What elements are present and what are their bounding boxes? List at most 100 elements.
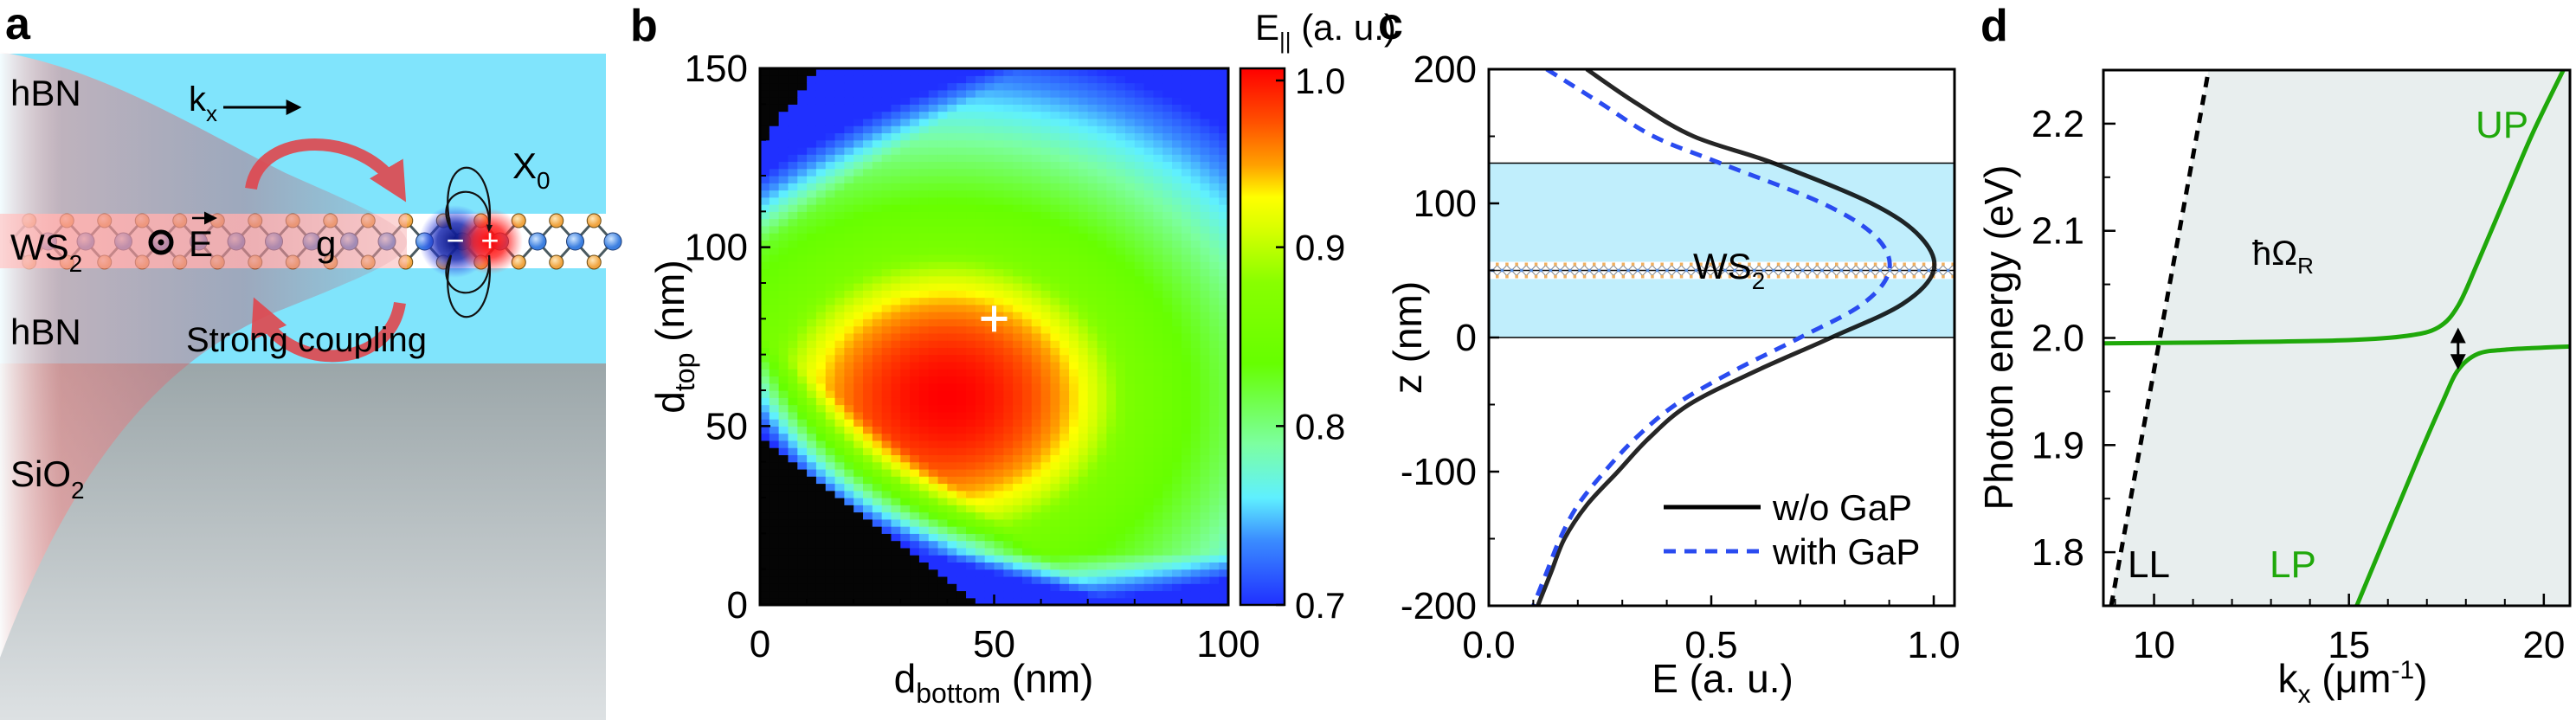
- heatmap-cell: [1200, 332, 1210, 341]
- heatmap-cell: [863, 347, 873, 356]
- heatmap-cell: [881, 118, 892, 126]
- heatmap-cell: [891, 468, 901, 477]
- heatmap-cell: [1069, 154, 1079, 163]
- heatmap-cell: [918, 218, 930, 227]
- heatmap-cell: [1078, 411, 1089, 420]
- heatmap-cell: [994, 369, 1004, 377]
- heatmap-cell: [1013, 225, 1023, 234]
- heatmap-cell: [760, 275, 770, 284]
- heatmap-cell: [1097, 318, 1107, 327]
- heatmap-cell: [825, 254, 836, 262]
- heatmap-cell: [1143, 312, 1155, 319]
- heatmap-cell: [807, 562, 817, 570]
- heatmap-cell: [1134, 218, 1145, 227]
- heatmap-cell: [760, 68, 770, 76]
- heatmap-cell: [788, 68, 798, 76]
- heatmap-cell: [807, 225, 817, 234]
- heatmap-cell: [1087, 218, 1098, 227]
- heatmap-cell: [769, 247, 780, 255]
- sulfur-atom: [1699, 275, 1703, 279]
- heatmap-cell: [760, 483, 770, 492]
- heatmap-cell: [1059, 397, 1070, 406]
- heatmap-cell: [900, 562, 911, 570]
- heatmap-cell: [1069, 146, 1079, 155]
- heatmap-cell: [1106, 111, 1117, 119]
- tungsten-atom: [1733, 268, 1736, 273]
- heatmap-cell: [825, 526, 836, 534]
- heatmap-cell: [788, 211, 798, 220]
- heatmap-cell: [825, 397, 836, 406]
- heatmap-cell: [807, 447, 817, 455]
- tungsten-atom: [1917, 268, 1921, 273]
- heatmap-cell: [1097, 354, 1107, 363]
- heatmap-cell: [844, 247, 854, 255]
- heatmap-cell: [1143, 590, 1155, 599]
- heatmap-cell: [1181, 312, 1192, 319]
- heatmap-cell: [1021, 461, 1033, 470]
- heatmap-cell: [881, 454, 892, 463]
- heatmap-cell: [984, 247, 995, 255]
- heatmap-cell: [956, 190, 967, 198]
- heatmap-cell: [1040, 569, 1052, 577]
- heatmap-cell: [1143, 575, 1155, 584]
- heatmap-cell: [807, 340, 817, 348]
- heatmap-cell: [778, 347, 789, 356]
- heatmap-cell: [1181, 89, 1192, 98]
- heatmap-cell: [1200, 397, 1210, 406]
- heatmap-cell: [1181, 240, 1192, 248]
- heatmap-cell: [947, 176, 957, 183]
- heatmap-cell: [1003, 419, 1014, 427]
- heatmap-cell: [1013, 476, 1023, 485]
- heatmap-cell: [760, 376, 770, 384]
- heatmap-cell: [1106, 75, 1117, 84]
- heatmap-cell: [1097, 404, 1107, 413]
- heatmap-cell: [1124, 233, 1136, 241]
- tungsten-atom: [1772, 268, 1775, 273]
- heatmap-cell: [1116, 283, 1126, 291]
- heatmap-cell: [1181, 254, 1192, 262]
- heatmap-cell: [1050, 247, 1060, 255]
- heatmap-cell: [1003, 382, 1014, 391]
- heatmap-cell: [1013, 483, 1023, 492]
- heatmap-cell: [1219, 125, 1228, 133]
- heatmap-cell: [928, 518, 939, 527]
- heatmap-cell: [1200, 483, 1210, 492]
- heatmap-cell: [1219, 139, 1228, 148]
- heatmap-cell: [1069, 382, 1079, 391]
- heatmap-cell: [994, 318, 1004, 327]
- heatmap-cell: [910, 433, 920, 441]
- heatmap-cell: [1181, 569, 1192, 577]
- heatmap-cell: [1069, 176, 1079, 183]
- heatmap-cell: [1059, 176, 1070, 183]
- heatmap-cell: [937, 555, 948, 562]
- heatmap-cell: [881, 247, 892, 255]
- heatmap-cell: [910, 283, 920, 291]
- heatmap-cell: [1097, 490, 1107, 498]
- heatmap-cell: [825, 312, 836, 319]
- heatmap-cell: [788, 511, 798, 520]
- sulfur-atom: [1903, 275, 1906, 279]
- heatmap-cell: [975, 476, 986, 485]
- heatmap-cell: [1021, 354, 1033, 363]
- heatmap-cell: [807, 125, 817, 133]
- heatmap-cell: [1087, 419, 1098, 427]
- heatmap-cell: [975, 354, 986, 363]
- heatmap-cell: [928, 89, 939, 98]
- heatmap-cell: [928, 247, 939, 255]
- heatmap-cell: [825, 183, 836, 191]
- heatmap-cell: [1200, 461, 1210, 470]
- heatmap-cell: [853, 382, 864, 391]
- heatmap-cell: [966, 233, 976, 241]
- heatmap-cell: [900, 176, 911, 183]
- sulfur-atom: [1641, 275, 1645, 279]
- heatmap-cell: [797, 476, 808, 485]
- heatmap-cell: [1050, 483, 1060, 492]
- heatmap-cell: [834, 555, 845, 562]
- heatmap-cell: [769, 146, 780, 155]
- heatmap-cell: [1106, 89, 1117, 98]
- heatmap-cell: [966, 390, 976, 398]
- heatmap-cell: [1097, 168, 1107, 177]
- heatmap-cell: [1124, 183, 1136, 191]
- heatmap-cell: [1162, 211, 1173, 220]
- heatmap-cell: [872, 104, 883, 112]
